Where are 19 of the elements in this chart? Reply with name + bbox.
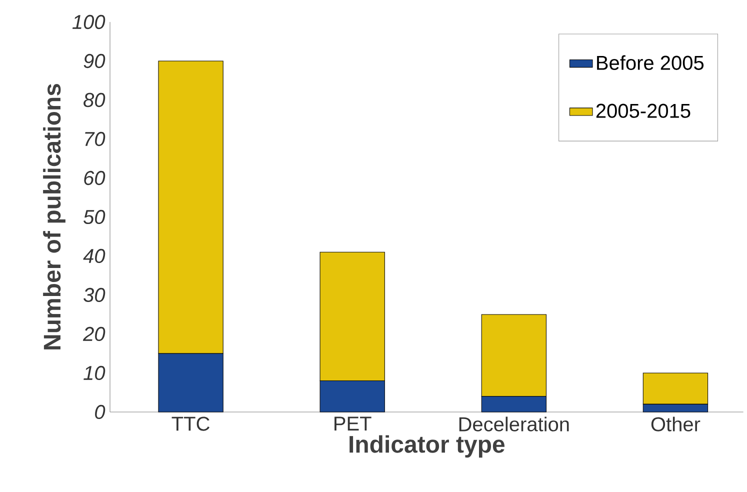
y-tick-label: 100: [72, 14, 106, 30]
y-tick-label: 90: [84, 54, 106, 68]
x-tick-label: Other: [651, 416, 700, 432]
y-tick-label: 80: [84, 92, 106, 108]
y-tick-label: 0: [95, 404, 106, 420]
y-tick-label: 30: [84, 288, 106, 302]
y-tick-label: 50: [83, 210, 106, 224]
y-tick-label: 40: [83, 248, 106, 264]
y-tick-label: 20: [82, 326, 106, 342]
y-tick-label: 70: [85, 132, 106, 146]
y-tick-label: 10: [84, 366, 106, 380]
y-tick-label: 60: [84, 170, 106, 186]
legend-label: 2005-2015: [596, 104, 690, 118]
legend-label: Before 2005: [597, 55, 704, 70]
x-axis-title: Indicator type: [350, 435, 505, 458]
x-tick-label: Deceleration: [459, 416, 569, 432]
x-tick-label: TTC: [172, 416, 210, 431]
y-axis-title: Number of publications: [43, 84, 66, 350]
x-tick-label: PET: [334, 416, 372, 430]
